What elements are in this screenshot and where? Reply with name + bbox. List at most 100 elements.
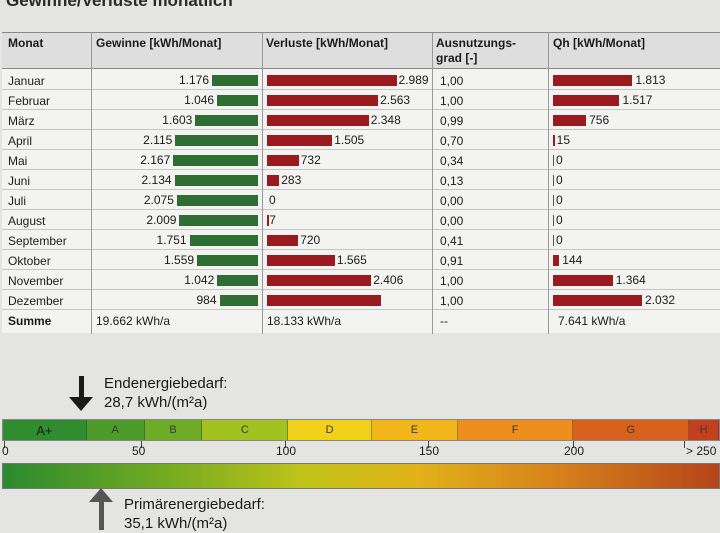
table-row: Juni 2.134 283 0,13 0	[2, 170, 720, 190]
summe-verluste: 18.133 kWh/a	[267, 314, 342, 328]
row-monat: Januar	[8, 74, 45, 88]
row-qh-value: 0	[556, 193, 563, 207]
qh-zero-tick	[553, 235, 554, 246]
row-divider	[2, 109, 720, 110]
axis-tick	[573, 441, 574, 448]
axis-label: 150	[419, 444, 440, 458]
row-divider	[2, 129, 720, 130]
summe-qh: 7.641 kWh/a	[558, 314, 626, 328]
gewinne-bar	[197, 255, 258, 266]
gewinne-bar	[217, 275, 258, 286]
energy-class-scale: A+ A B C D E F G H	[2, 419, 720, 441]
row-ausnutzung: 0,00	[440, 214, 464, 228]
row-verluste-value: 2.406	[373, 273, 404, 287]
energy-class-segment: B	[144, 420, 203, 440]
row-ausnutzung: 0,41	[440, 234, 464, 248]
row-verluste-value: 0	[269, 193, 276, 207]
row-ausnutzung: 1,00	[440, 94, 464, 108]
verluste-bar	[267, 175, 280, 186]
energy-class-segment: D	[288, 420, 372, 440]
header-monat: Monat	[8, 36, 44, 50]
gewinne-bar	[219, 295, 258, 306]
qh-bar	[553, 255, 560, 266]
table-row: November 1.042 2.406 1,00 1.364	[2, 270, 720, 290]
row-qh-value: 2.032	[645, 293, 676, 307]
row-divider	[2, 269, 720, 270]
row-verluste-value: 1.505	[334, 133, 365, 147]
energy-class-segment: A+	[3, 420, 87, 440]
row-qh-value: 0	[556, 173, 563, 187]
energy-class-segment: A	[86, 420, 145, 440]
verluste-bar	[267, 275, 372, 286]
verluste-bar	[267, 115, 369, 126]
row-gewinne-value: 2.167	[140, 153, 171, 167]
summe-gewinne: 19.662 kWh/a	[96, 314, 171, 328]
gewinne-bar	[175, 135, 258, 146]
verluste-bar	[267, 215, 269, 226]
header-qh: Qh [kWh/Monat]	[553, 36, 645, 50]
header-ausnutzung-line1: Ausnutzungs-	[436, 36, 516, 50]
table-header: Monat Gewinne [kWh/Monat] Verluste [kWh/…	[2, 33, 720, 69]
row-divider	[2, 89, 720, 90]
qh-zero-tick	[553, 175, 554, 186]
row-qh-value: 144	[562, 253, 583, 267]
row-gewinne-value: 2.134	[141, 173, 172, 187]
qh-zero-tick	[553, 215, 554, 226]
row-qh-value: 0	[556, 233, 563, 247]
verluste-bar	[267, 255, 335, 266]
gewinne-bar	[195, 115, 258, 126]
header-ausnutzung: Ausnutzungs- grad [-]	[436, 33, 516, 68]
table-row: April 2.115 1.505 0,70 15	[2, 130, 720, 150]
row-monat: November	[8, 274, 64, 288]
row-gewinne-value: 1.176	[178, 73, 210, 87]
energy-class-segment: E	[371, 420, 458, 440]
row-gewinne-value: 984	[196, 293, 217, 307]
row-gewinne-value: 1.042	[184, 273, 215, 287]
row-divider	[2, 189, 720, 190]
column-divider	[91, 33, 92, 334]
row-ausnutzung: 1,00	[440, 74, 464, 88]
row-divider	[2, 249, 720, 250]
row-qh-value: 0	[556, 213, 563, 227]
row-monat: Dezember	[8, 294, 64, 308]
row-gewinne-value: 1.603	[162, 113, 193, 127]
table-row: Dezember 984 1,00 2.032	[2, 290, 720, 310]
row-monat: Juli	[8, 194, 27, 208]
gewinne-bar	[217, 95, 258, 106]
row-monat: Februar	[8, 94, 51, 108]
row-ausnutzung: 0,13	[440, 174, 464, 188]
axis-tick	[4, 441, 5, 448]
row-gewinne-value: 2.075	[143, 193, 174, 207]
row-qh-value: 1.813	[635, 73, 666, 87]
table-row: März 1.603 2.348 0,99 756	[2, 110, 720, 130]
header-gewinne: Gewinne [kWh/Monat]	[96, 36, 222, 50]
row-monat: August	[8, 214, 46, 228]
row-gewinne-value: 1.559	[164, 253, 195, 267]
qh-bar	[553, 95, 620, 106]
row-verluste-value: 732	[300, 153, 321, 167]
header-verluste: Verluste [kWh/Monat]	[266, 36, 389, 50]
gewinne-bar	[212, 75, 258, 86]
row-qh-value: 756	[589, 113, 610, 127]
row-gewinne-value: 2.115	[143, 133, 173, 147]
primaerenergie-gradient-bar	[2, 463, 720, 489]
qh-bar	[553, 75, 633, 86]
row-qh-value: 0	[556, 153, 563, 167]
energy-class-segment: C	[202, 420, 289, 440]
row-qh-value: 1.364	[615, 273, 646, 287]
verluste-bar	[267, 135, 333, 146]
row-ausnutzung: 0,00	[440, 194, 464, 208]
gewinne-bar	[176, 195, 258, 206]
row-monat: Mai	[8, 154, 28, 168]
gewinne-bar	[179, 215, 258, 226]
table-row: Februar 1.046 2.563 1,00 1.517	[2, 90, 720, 110]
row-gewinne-value: 2.009	[146, 213, 177, 227]
verluste-bar	[267, 295, 381, 306]
axis-tick	[141, 441, 142, 448]
verluste-bar	[267, 155, 299, 166]
axis-tick	[684, 441, 685, 448]
gewinne-bar	[173, 155, 258, 166]
row-verluste-value: 720	[300, 233, 321, 247]
summe-row: Summe 19.662 kWh/a 18.133 kWh/a -- 7.641 kWh…	[2, 310, 720, 332]
energy-class-segment: F	[457, 420, 574, 440]
